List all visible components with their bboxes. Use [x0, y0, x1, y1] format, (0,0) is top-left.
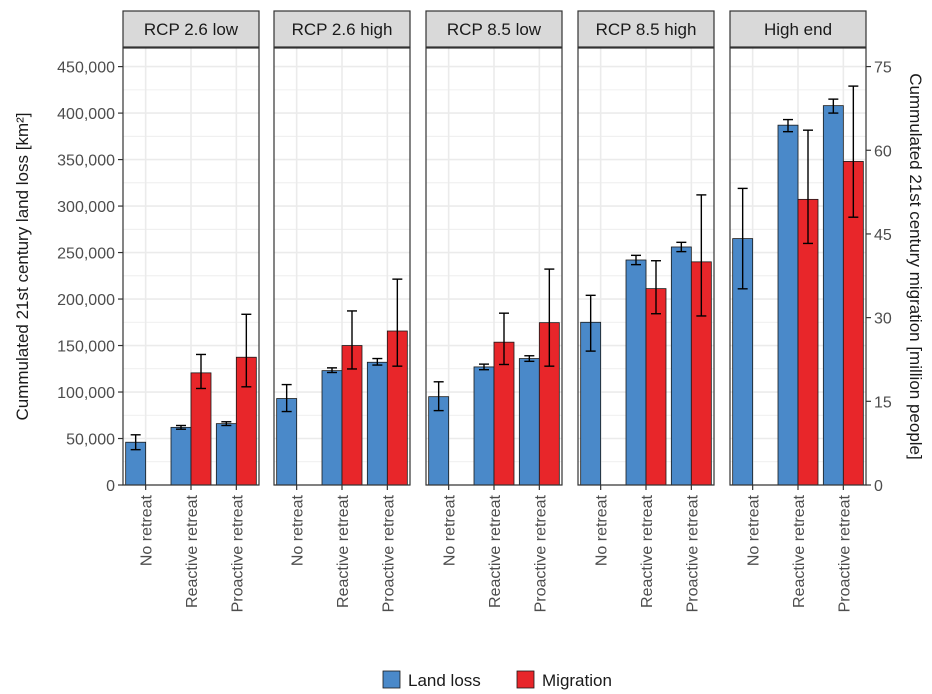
migration-error-bar [392, 278, 403, 367]
x-tick-label: Proactive retreat [836, 494, 853, 612]
panel: High end No retreat Reactive retreat Proact… [729, 10, 867, 612]
y2-tick-label: 75 [874, 60, 892, 77]
x-tick-label: Reactive retreat [335, 494, 352, 607]
migration-bar [645, 288, 667, 486]
y-tick-label: 350,000 [57, 153, 115, 170]
y-tick-label: 450,000 [57, 60, 115, 77]
x-tick-label: No retreat [442, 494, 459, 566]
land-loss-error-bar [631, 254, 641, 266]
y2-tick-label: 60 [874, 143, 892, 160]
x-tick-label: No retreat [139, 494, 156, 566]
facet-strip [729, 10, 867, 48]
land-loss-bar [625, 259, 647, 486]
land-loss-bar [473, 366, 495, 486]
land-loss-bar [670, 246, 692, 486]
x-tick-label: Reactive retreat [184, 494, 201, 607]
land-loss-error-bar [130, 434, 141, 451]
y-tick-label: 0 [106, 478, 115, 495]
land-loss-bar [518, 358, 540, 486]
facet-strip [425, 10, 563, 48]
legend-label: Land loss [408, 671, 481, 690]
land-loss-error-bar [327, 367, 337, 374]
migration-error-bar [803, 129, 813, 245]
y-tick-label: 400,000 [57, 106, 115, 123]
y2-tick-label: 15 [874, 394, 892, 411]
land-loss-bar [366, 361, 388, 486]
y-tick-label: 200,000 [57, 292, 115, 309]
land-loss-bar [822, 105, 844, 486]
migration-error-bar [347, 310, 357, 370]
migration-error-bar [651, 260, 661, 315]
panel: RCP 2.6 high No retreat Reactive retreat Pr… [273, 10, 411, 612]
migration-error-bar [696, 194, 707, 317]
y2-tick-label: 0 [874, 478, 883, 495]
legend: Land loss Migration [382, 670, 612, 690]
land-loss-error-bar [737, 187, 748, 290]
land-loss-error-bar [524, 355, 535, 363]
facet-strip-label: RCP 8.5 low [447, 20, 542, 39]
x-tick-label: Proactive retreat [380, 494, 397, 612]
land-loss-error-bar [433, 381, 444, 412]
land-loss-error-bar [176, 424, 186, 430]
facet-strip-label: High end [764, 20, 832, 39]
land-loss-error-bar [281, 383, 292, 413]
migration-error-bar [544, 268, 555, 367]
y-tick-label: 50,000 [66, 432, 115, 449]
x-tick-label: Reactive retreat [791, 494, 808, 607]
land-loss-error-bar [676, 241, 687, 253]
x-tick-label: No retreat [594, 494, 611, 566]
land-loss-error-bar [479, 363, 489, 371]
facet-strip-label: RCP 2.6 low [144, 20, 239, 39]
legend-swatch [516, 670, 535, 689]
migration-bar [190, 372, 212, 486]
land-loss-bar [170, 426, 192, 486]
land-loss-error-bar [372, 357, 383, 366]
x-tick-label: Proactive retreat [684, 494, 701, 612]
x-tick-label: Reactive retreat [639, 494, 656, 607]
facet-strip [577, 10, 715, 48]
x-tick-label: Reactive retreat [487, 494, 504, 607]
panel: RCP 8.5 high No retreat Reactive retreat Pr… [577, 10, 715, 612]
land-loss-error-bar [585, 294, 596, 352]
land-loss-error-bar [828, 98, 839, 114]
migration-error-bar [499, 312, 509, 366]
facet-strip [122, 10, 260, 48]
x-tick-label: Proactive retreat [229, 494, 246, 612]
migration-error-bar [848, 85, 859, 218]
panel: RCP 8.5 low No retreat Reactive retreat Pro… [425, 10, 563, 612]
y-tick-label: 250,000 [57, 246, 115, 263]
y-tick-label: 300,000 [57, 199, 115, 216]
y2-axis-title: Cummulated 21st century migration [milli… [906, 73, 925, 459]
migration-error-bar [196, 353, 206, 390]
y-tick-label: 150,000 [57, 339, 115, 356]
migration-error-bar [241, 313, 252, 388]
y-tick-label: 100,000 [57, 385, 115, 402]
legend-swatch [382, 670, 401, 689]
facet-strip-label: RCP 8.5 high [596, 20, 697, 39]
y-axis-title: Cummulated 21st century land loss [km²] [13, 112, 32, 420]
facet-strip-label: RCP 2.6 high [292, 20, 393, 39]
land-loss-bar [215, 423, 237, 486]
x-tick-label: Proactive retreat [532, 494, 549, 612]
land-loss-bar [777, 124, 799, 486]
land-loss-error-bar [783, 118, 793, 133]
panel: RCP 2.6 low No retreat Reactive retreat Pro… [122, 10, 260, 612]
land-loss-bar [321, 370, 343, 486]
y2-tick-label: 30 [874, 311, 892, 328]
x-tick-label: No retreat [290, 494, 307, 566]
y2-tick-label: 45 [874, 227, 892, 244]
legend-label: Migration [542, 671, 612, 690]
x-tick-label: No retreat [746, 494, 763, 566]
land-loss-error-bar [221, 421, 232, 427]
facet-strip [273, 10, 411, 48]
